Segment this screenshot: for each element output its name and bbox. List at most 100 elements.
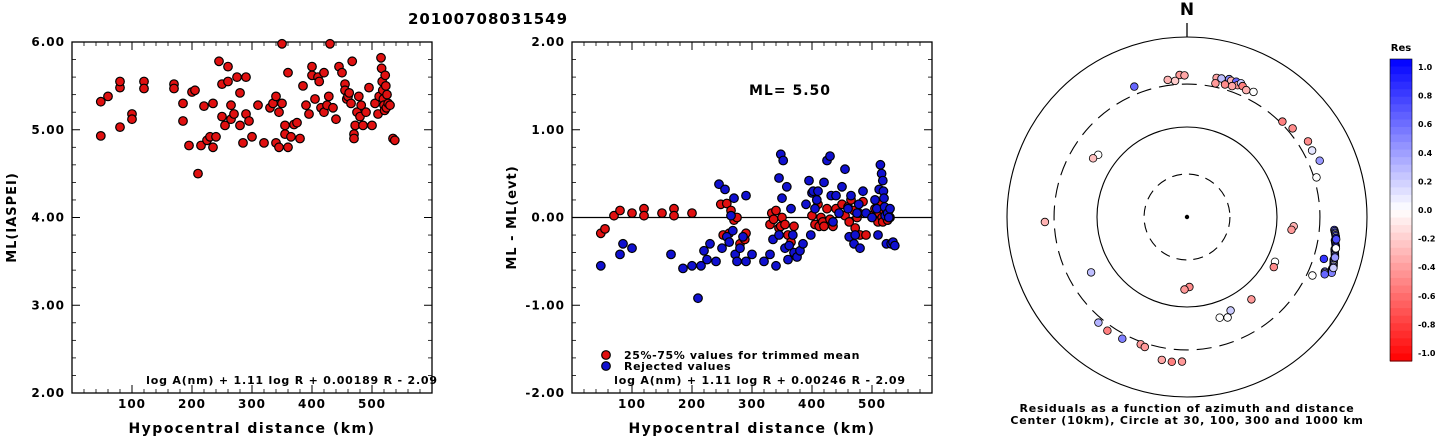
colorbar-segment	[1390, 126, 1412, 136]
rejected-point	[828, 216, 838, 227]
data-point	[196, 140, 206, 151]
formula-text: log A(nm) + 1.11 log R + 0.00189 R - 2.0…	[146, 374, 438, 387]
x-tick-label: 100	[618, 397, 646, 411]
colorbar-segment	[1390, 345, 1412, 355]
data-point	[184, 140, 194, 151]
rejected-point	[801, 199, 811, 210]
station-residual	[1227, 81, 1237, 91]
rejected-point	[705, 238, 715, 249]
rejected-point	[873, 230, 883, 240]
colorbar-segment	[1390, 119, 1412, 128]
data-point	[380, 80, 391, 91]
data-point	[286, 131, 296, 142]
y-axis-label: ML(IASPEI)	[5, 172, 20, 263]
x-tick-label: 300	[738, 397, 766, 411]
data-point	[277, 98, 287, 109]
colorbar-tick-label: 0.8	[1418, 92, 1433, 101]
colorbar-segment	[1390, 255, 1412, 264]
colorbar-tick-label: 0.6	[1418, 120, 1433, 129]
rejected-point	[883, 212, 894, 223]
data-point	[115, 76, 125, 87]
y-tick-label: 0.00	[531, 211, 565, 225]
data-point	[323, 91, 334, 102]
rejected-point	[699, 245, 709, 256]
rejected-point	[778, 155, 789, 166]
colorbar-tick-label: -1.0	[1418, 349, 1436, 358]
data-point	[358, 120, 368, 131]
colorbar-segment	[1390, 111, 1412, 120]
station-residual	[1241, 85, 1251, 95]
trimmed-point	[657, 208, 667, 219]
station-residual	[1157, 355, 1166, 365]
rejected-point	[840, 164, 850, 175]
station-residual	[1223, 313, 1232, 322]
rejected-point	[627, 243, 637, 254]
station-residual	[1040, 217, 1050, 227]
x-tick-label: 300	[238, 397, 266, 411]
rejected-point	[759, 256, 769, 267]
y-tick-label: -2.00	[525, 386, 565, 400]
y-tick-label: 4.00	[31, 211, 65, 225]
colorbar-segment	[1390, 187, 1412, 196]
ml-vs-distance-plot: 100 200 300 400 500 2.00 3.00 4.00 5.00 6.00 Hypoc…	[5, 35, 438, 437]
rejected-point	[813, 186, 823, 197]
rejected-point	[693, 293, 703, 304]
data-point	[247, 131, 257, 142]
station-residual-cluster	[1320, 270, 1329, 279]
data-point	[301, 100, 311, 111]
rejected-point	[711, 256, 721, 267]
x-tick-label: 200	[678, 397, 706, 411]
data-point	[253, 100, 263, 111]
rejected-point	[774, 173, 784, 183]
colorbar-segment	[1390, 300, 1412, 309]
station-residual-cluster	[1329, 263, 1338, 273]
rejected-point	[696, 260, 706, 271]
data-point	[220, 120, 230, 131]
rejected-point	[853, 199, 864, 210]
data-point	[295, 133, 305, 144]
colorbar-segment	[1390, 240, 1412, 249]
colorbar-frame	[1389, 58, 1413, 362]
rejected-point	[843, 203, 853, 214]
ring-300km	[1053, 83, 1321, 351]
data-point	[331, 114, 341, 125]
station-residual	[1269, 262, 1278, 272]
rejected-point	[666, 249, 676, 260]
colorbar-segment	[1390, 179, 1412, 188]
rejected-point	[738, 231, 748, 242]
data-point	[115, 122, 125, 132]
rejected-point	[875, 159, 886, 170]
x-tick-label: 100	[118, 397, 146, 411]
station-residual	[1130, 82, 1139, 91]
colorbar-segment	[1390, 202, 1412, 211]
data-point	[214, 56, 224, 67]
ring-30km	[1143, 173, 1231, 261]
station-residual	[1308, 271, 1317, 280]
station-residual	[1303, 137, 1313, 146]
data-point	[199, 101, 209, 111]
colorbar-segment	[1390, 277, 1412, 287]
station-residual	[1287, 225, 1296, 234]
station-residual	[1312, 173, 1321, 182]
rejected-point	[870, 194, 880, 205]
map-caption-line2: Center (10km), Circle at 30, 100, 300 an…	[1010, 414, 1363, 427]
rejected-point	[774, 230, 784, 240]
residual-azimuth-map: N Residuals as a function of azimuth and …	[1006, 0, 1436, 427]
colorbar-tick-label: 1.0	[1418, 63, 1433, 72]
x-tick-label: 400	[298, 397, 326, 411]
rejected-point	[702, 254, 712, 265]
rejected-point	[765, 249, 775, 260]
rejected-point	[784, 240, 795, 251]
trimmed-point	[639, 210, 649, 221]
station-residual	[1247, 295, 1256, 304]
data-point	[370, 98, 380, 109]
data-point	[280, 120, 290, 131]
rejected-point	[885, 203, 895, 214]
colorbar-segment	[1390, 323, 1412, 332]
data-point	[385, 100, 395, 111]
rejected-point	[720, 184, 730, 195]
y-tick-label: 3.00	[31, 298, 65, 312]
data-point	[346, 98, 356, 109]
data-point	[344, 87, 355, 98]
data-point	[380, 70, 391, 81]
